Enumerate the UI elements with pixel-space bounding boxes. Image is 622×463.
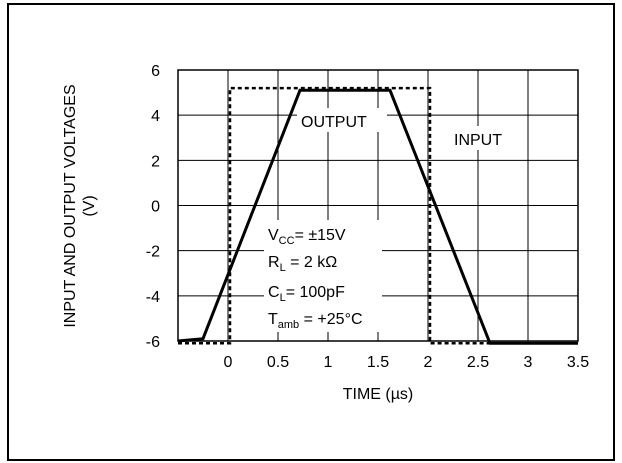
y-tick-label: 6 (151, 63, 160, 80)
x-tick-label: 1.5 (367, 354, 389, 371)
x-tick-label: 3.5 (567, 354, 589, 371)
x-tick-label: 3 (524, 354, 533, 371)
cl-annotation: CL= 100pF (268, 284, 345, 304)
series-layer (177, 86, 578, 345)
output-series-line (177, 88, 578, 345)
x-axis-label: TIME (µs) (343, 386, 414, 403)
x-tick-label: 2.5 (467, 354, 489, 371)
y-tick-label: -2 (146, 244, 160, 261)
y-tick-label: 0 (151, 199, 160, 216)
y-axis-label-line2: (V) (81, 195, 98, 216)
y-tick-label: 2 (151, 153, 160, 170)
tick-labels: 0 0.5 1 1.5 2 2.5 3 3.5 6 4 2 0 -2 -4 -6 (146, 63, 589, 371)
output-label-background (297, 108, 387, 132)
x-tick-label: 0 (224, 354, 233, 371)
y-tick-label: -6 (146, 334, 160, 351)
input-series-line (178, 86, 578, 345)
input-series-label: INPUT (454, 132, 502, 149)
input-label-background (450, 126, 518, 150)
y-tick-label: -4 (146, 289, 160, 306)
x-tick-label: 0.5 (267, 354, 289, 371)
annotation-background (264, 220, 382, 332)
vcc-annotation: VCC= ±15V (268, 227, 346, 247)
x-tick-label: 1 (324, 354, 333, 371)
output-series-label: OUTPUT (301, 114, 367, 131)
x-tick-label: 2 (424, 354, 433, 371)
y-axis-label-line1: INPUT AND OUTPUT VOLTAGES (62, 84, 79, 327)
tamb-annotation: Tamb = +25°C (268, 311, 363, 331)
rl-annotation: RL = 2 kΩ (268, 254, 337, 274)
y-tick-label: 4 (151, 108, 160, 125)
